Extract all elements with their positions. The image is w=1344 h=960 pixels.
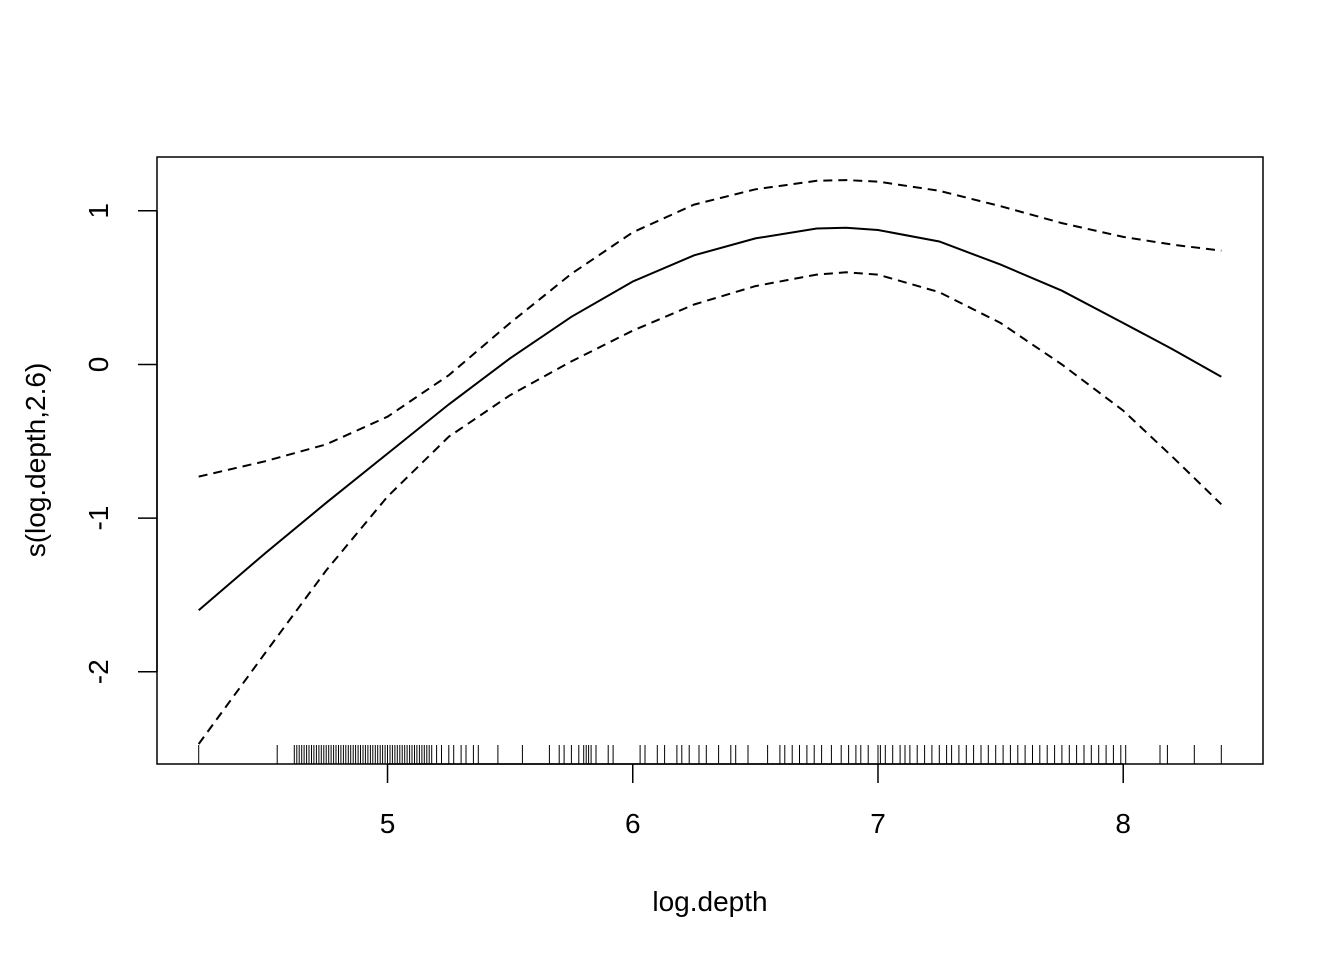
series-line-1	[198, 226, 1222, 612]
rug-layer	[198, 745, 1222, 764]
x-tick-label: 8	[1115, 808, 1131, 839]
series-line-2	[198, 179, 1222, 478]
x-tick-label: 5	[380, 808, 396, 839]
x-axis-label: log.depth	[652, 886, 767, 917]
x-axis: 5 6 7 8	[380, 763, 1131, 839]
series-line-3	[197, 271, 1222, 745]
y-axis-label: s(log.depth,2.6)	[20, 363, 51, 558]
series-layer	[197, 179, 1222, 745]
x-tick-label: 6	[625, 808, 641, 839]
y-tick-label: 1	[83, 203, 114, 219]
y-tick-label: -1	[83, 506, 114, 531]
y-tick-label: 0	[83, 357, 114, 373]
x-tick-label: 7	[870, 808, 886, 839]
y-tick-label: -2	[83, 659, 114, 684]
plot-frame	[156, 156, 1264, 765]
y-axis: -2 -1 0 1	[83, 203, 158, 684]
